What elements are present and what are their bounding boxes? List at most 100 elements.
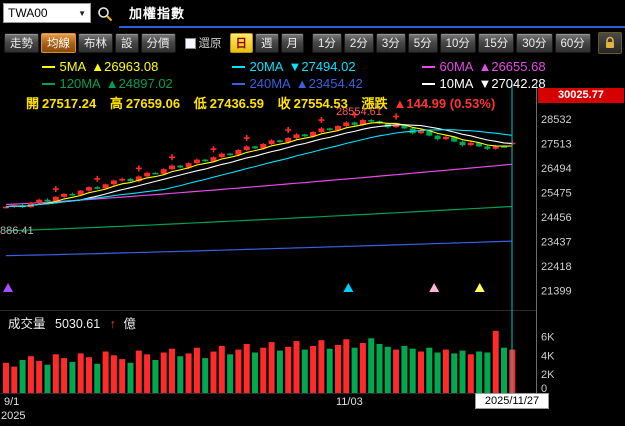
price-axis-label: 23437 <box>541 237 572 249</box>
volume-bar <box>27 356 34 393</box>
restore-label: 還原 <box>198 38 222 50</box>
candle-body <box>451 136 458 142</box>
minute-5-button[interactable]: 5分 <box>407 33 438 53</box>
volume-bar <box>36 360 43 393</box>
minute-10-button[interactable]: 10分 <box>439 33 476 53</box>
volume-axis-label: 6K <box>541 331 555 343</box>
crosshair-date-tooltip: 2025/11/27 <box>475 393 549 409</box>
price-axis-label: 28532 <box>541 114 572 126</box>
candle-body <box>418 130 424 134</box>
symbol-dropdown[interactable]: TWA00 ▼ <box>3 3 91 23</box>
candle-body <box>276 140 283 143</box>
minute-30-button[interactable]: 30分 <box>516 33 553 53</box>
volume-bar <box>467 354 474 393</box>
candle-body <box>285 138 292 143</box>
candle-body <box>467 142 474 146</box>
candle-body <box>268 140 275 144</box>
lock-button[interactable] <box>598 32 622 54</box>
volume-bar <box>310 345 317 393</box>
open-value: 27517.24 <box>42 96 97 111</box>
volume-bar <box>260 347 267 393</box>
period-month-button[interactable]: 月 <box>280 33 304 53</box>
volume-bar <box>376 344 383 393</box>
candle-body <box>310 132 317 137</box>
120ma-line <box>5 205 513 232</box>
volume-bar <box>326 348 333 393</box>
ma240-swatch <box>231 82 245 85</box>
settings-button[interactable]: 設 <box>115 33 139 53</box>
minute-1-button[interactable]: 1分 <box>312 33 342 53</box>
candle-body <box>152 172 159 175</box>
volume-header: 成交量 5030.61 ↑ 億 <box>8 313 136 332</box>
candle-body <box>335 126 341 131</box>
candle-body <box>442 136 449 140</box>
candle-body <box>343 122 350 126</box>
candle-body <box>301 134 308 137</box>
volume-bar <box>185 353 192 393</box>
candle-body <box>368 120 375 122</box>
period-week-button[interactable]: 週 <box>255 33 279 53</box>
volume-bar <box>135 350 142 393</box>
price-volume-button[interactable]: 分價 <box>140 33 176 53</box>
candle-body <box>86 187 92 191</box>
volume-bar <box>52 354 59 393</box>
minute-15-button[interactable]: 15分 <box>477 33 515 53</box>
volume-label: 成交量 <box>8 317 46 331</box>
volume-bar <box>210 351 217 393</box>
volume-bar <box>202 358 209 393</box>
candle-body <box>401 124 408 129</box>
volume-bar <box>459 350 466 393</box>
volume-bar <box>160 352 167 393</box>
change-label: 漲跌 <box>361 96 388 111</box>
restore-checkbox-group[interactable]: 還原 <box>184 35 222 51</box>
minute-3-button[interactable]: 3分 <box>375 33 406 53</box>
candle-body <box>193 159 200 164</box>
candle-body <box>44 199 51 202</box>
toolbar: 走勢 均線 布林 設 分價 還原 日 週 月 1分 2分 3分 5分 10分 1… <box>0 30 625 56</box>
period-day-button[interactable]: 日 <box>229 33 253 53</box>
search-button[interactable] <box>91 0 119 28</box>
candle-body <box>293 134 300 138</box>
volume-bar <box>102 351 109 393</box>
volume-bar <box>343 339 350 393</box>
index-title: 加權指數 <box>129 6 186 21</box>
minute-60-button[interactable]: 60分 <box>554 33 591 53</box>
chart-type-bollinger-button[interactable]: 布林 <box>78 33 113 53</box>
candle-body <box>3 206 9 209</box>
price-axis-label: 22418 <box>541 261 572 273</box>
restore-checkbox[interactable] <box>184 37 196 49</box>
volume-value: 5030.61 <box>55 317 101 331</box>
volume-bar <box>193 347 200 393</box>
volume-bar <box>409 348 416 393</box>
volume-bar <box>243 344 250 393</box>
volume-bar <box>61 358 68 393</box>
candle-body <box>52 196 59 202</box>
lock-icon <box>606 36 614 48</box>
ma-legend-row-2: 120MA ▲24897.02 240MA ▲23454.42 10MA ▼27… <box>0 76 625 91</box>
candle-body <box>260 144 267 149</box>
volume-bar <box>69 361 76 393</box>
candle-body <box>243 146 250 150</box>
minute-2-button[interactable]: 2分 <box>343 33 374 53</box>
chart-type-trend-button[interactable]: 走勢 <box>4 33 39 53</box>
volume-bar <box>152 360 159 393</box>
volume-bar <box>110 355 117 393</box>
candle-body <box>119 178 126 181</box>
ma120-legend: 120MA ▲24897.02 <box>41 76 204 91</box>
candle-body <box>218 153 225 158</box>
chart-type-ma-button[interactable]: 均線 <box>41 33 76 53</box>
candle-body <box>169 165 175 170</box>
ma240-label: 240MA <box>249 76 291 91</box>
volume-bar <box>285 346 292 393</box>
candle-body <box>210 157 217 162</box>
ma120-swatch <box>41 82 55 85</box>
volume-bar <box>335 344 341 393</box>
ma20-swatch <box>231 65 245 68</box>
candle-body <box>426 130 433 136</box>
volume-bar <box>418 351 424 393</box>
volume-bar <box>401 345 408 393</box>
volume-bar <box>252 352 258 393</box>
ma10-label: 10MA <box>439 76 474 91</box>
candle-body <box>144 172 151 177</box>
